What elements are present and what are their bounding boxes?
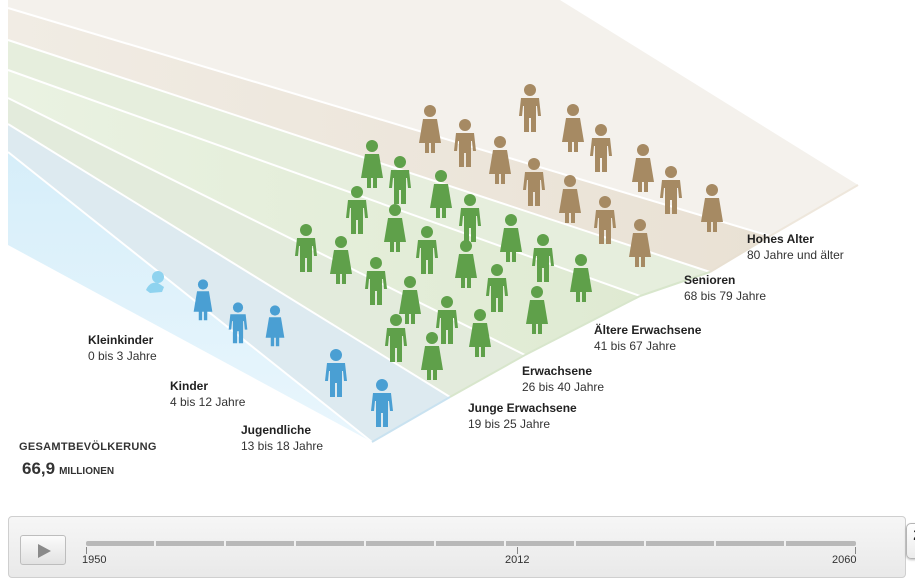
person-icon	[454, 119, 476, 167]
tick-start	[86, 547, 87, 554]
person-icon	[295, 224, 317, 272]
total-population-label: GESAMTBEVÖLKERUNG	[19, 441, 157, 453]
person-icon	[526, 286, 548, 334]
play-icon	[38, 544, 51, 558]
person-icon	[430, 170, 452, 218]
label-erwachsene: Erwachsene 26 bis 40 Jahre	[522, 364, 605, 394]
person-icon	[330, 236, 352, 284]
pictograms	[146, 84, 723, 427]
person-icon	[570, 254, 592, 302]
person-icon	[459, 194, 481, 242]
person-icon	[384, 204, 406, 252]
label-kleinkinder: Kleinkinder 0 bis 3 Jahre	[88, 333, 157, 363]
person-icon	[361, 140, 383, 188]
person-icon	[228, 302, 248, 344]
label-jugendliche: Jugendliche 13 bis 18 Jahre	[241, 423, 324, 453]
year-mid: 2012	[505, 554, 530, 566]
person-icon	[325, 349, 347, 397]
selected-year: 2060	[907, 527, 915, 545]
person-icon	[385, 314, 407, 362]
timeline-handle[interactable]: 2060	[906, 523, 915, 559]
timeline-panel: 2060 1950 2012 2060	[8, 516, 915, 578]
total-population-number: 66,9	[22, 459, 56, 478]
person-icon	[660, 166, 682, 214]
person-icon	[532, 234, 554, 282]
person-icon	[399, 276, 421, 324]
person-icon	[469, 309, 491, 357]
year-end: 2060	[832, 554, 857, 566]
label-kinder: Kinder 4 bis 12 Jahre	[170, 379, 246, 409]
label-junge-erwachsene: Junge Erwachsene 19 bis 25 Jahre	[468, 401, 577, 431]
person-icon	[629, 219, 651, 267]
person-icon	[365, 257, 387, 305]
person-icon	[489, 136, 511, 184]
person-icon	[346, 186, 368, 234]
play-button[interactable]	[20, 535, 66, 565]
person-icon	[419, 105, 441, 153]
tick-end	[855, 547, 856, 554]
person-icon	[389, 156, 411, 204]
person-icon	[632, 144, 654, 192]
person-icon	[562, 104, 584, 152]
baby-icon	[146, 271, 164, 293]
tick-mid	[517, 547, 518, 554]
band-erwachsene	[8, 70, 640, 355]
label-aeltere-erwachsene: Ältere Erwachsene 41 bis 67 Jahre	[594, 323, 702, 353]
total-population-unit: MILLIONEN	[59, 466, 115, 477]
person-icon	[265, 305, 285, 347]
person-icon	[594, 196, 616, 244]
band-aeltere-erwachsene	[8, 40, 710, 296]
label-hohes-alter: Hohes Alter 80 Jahre und älter	[747, 232, 844, 262]
year-start: 1950	[82, 554, 107, 566]
person-icon	[701, 184, 723, 232]
total-population-value: 66,9 MILLIONEN	[22, 459, 114, 479]
person-icon	[559, 175, 581, 223]
person-icon	[519, 84, 541, 132]
person-icon	[590, 124, 612, 172]
person-icon	[500, 214, 522, 262]
band-jugendliche	[8, 124, 450, 442]
person-icon	[421, 332, 443, 380]
band-front-edges	[371, 184, 859, 443]
person-icon	[486, 264, 508, 312]
person-icon	[523, 158, 545, 206]
person-icon	[455, 240, 477, 288]
timeline-slider[interactable]: 2060	[86, 523, 915, 559]
person-icon	[193, 279, 213, 321]
person-icon	[371, 379, 393, 427]
person-icon	[416, 226, 438, 274]
label-senioren: Senioren 68 bis 79 Jahre	[684, 273, 767, 303]
person-icon	[436, 296, 458, 344]
